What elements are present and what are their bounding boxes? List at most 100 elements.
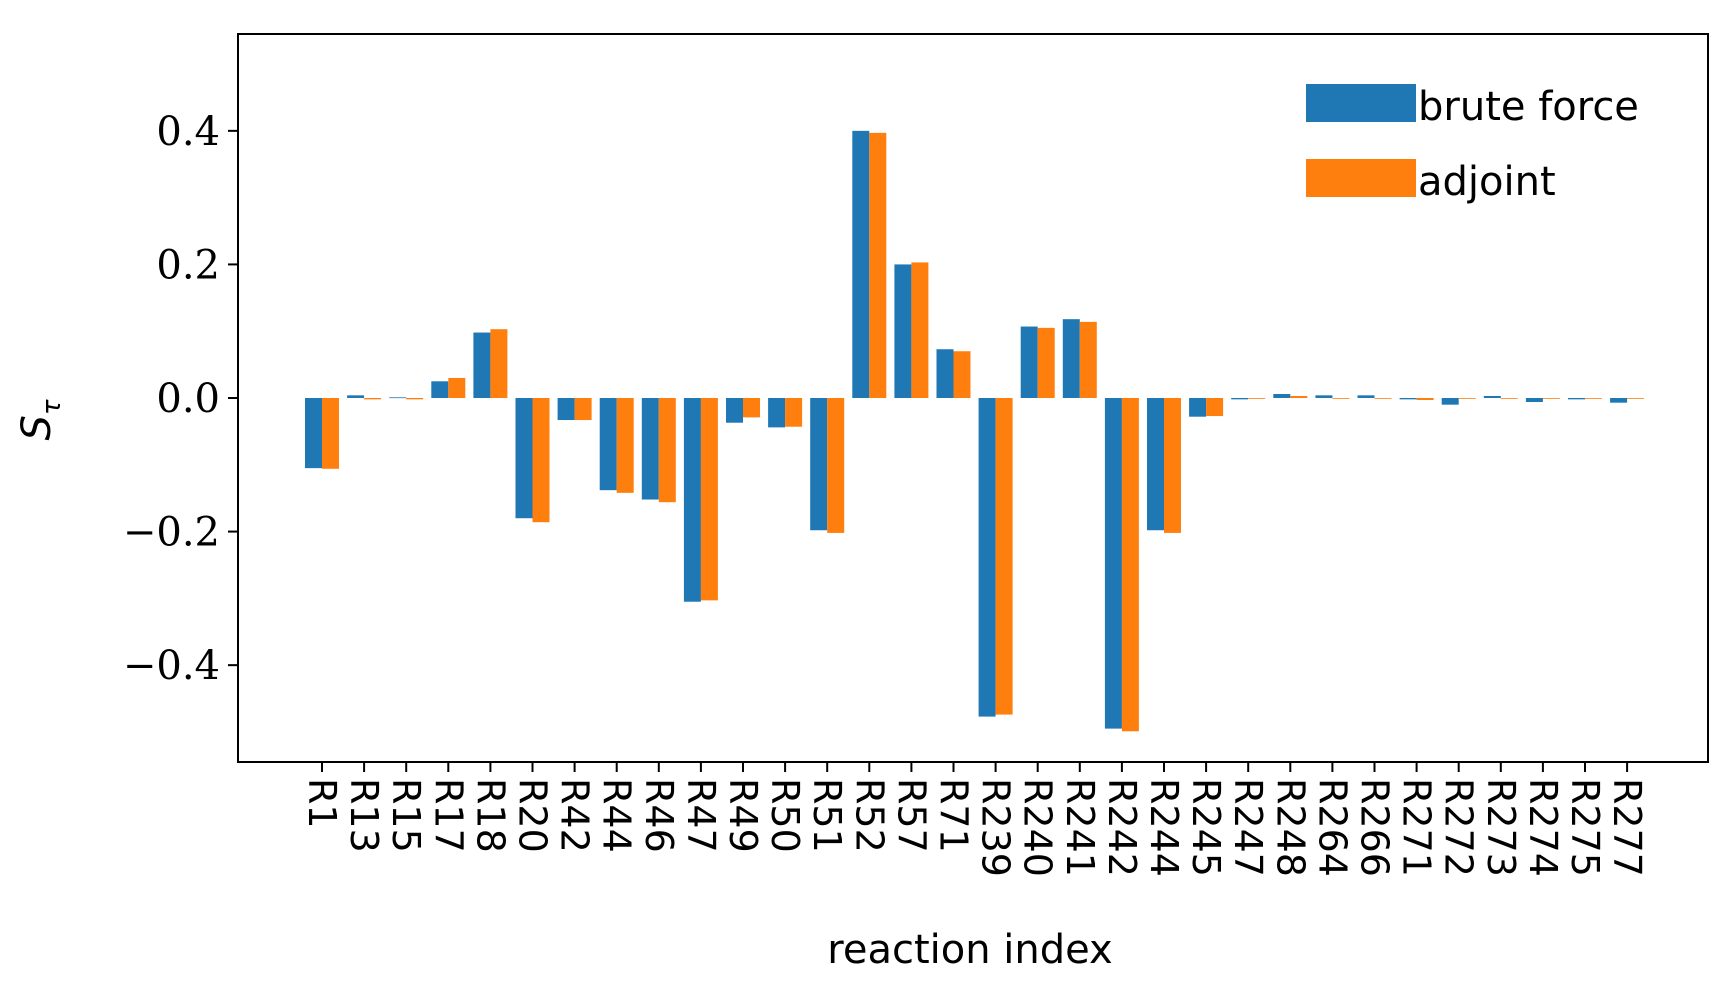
- bar-adjoint-R42: [574, 398, 592, 421]
- bar-adjoint-R242: [1121, 398, 1139, 732]
- bar-adjoint-R13: [364, 398, 382, 400]
- bar-brute-force-R239: [978, 398, 996, 717]
- y-axis: 0.4 0.2 0.0 −0.2 −0.4: [123, 109, 238, 689]
- bar-brute-force-R266: [1357, 395, 1375, 398]
- bar-brute-force-R15: [389, 397, 407, 399]
- x-tick-label-R239: R239: [974, 778, 1018, 877]
- x-tick-label-R266: R266: [1353, 778, 1397, 877]
- bar-adjoint-R245: [1206, 398, 1224, 417]
- bar-adjoint-R271: [1416, 398, 1434, 401]
- bar-brute-force-R271: [1399, 398, 1417, 400]
- bar-adjoint-R18: [490, 329, 508, 398]
- x-tick-label-R20: R20: [511, 778, 555, 853]
- x-tick-label-R44: R44: [595, 778, 639, 853]
- bar-adjoint-R277: [1627, 398, 1645, 399]
- bar-adjoint-R46: [658, 398, 676, 503]
- x-tick-label-R46: R46: [637, 778, 681, 853]
- x-tick-label-R50: R50: [763, 778, 807, 853]
- x-axis-label: reaction index: [827, 927, 1112, 973]
- bar-brute-force-R241: [1062, 319, 1080, 398]
- bar-adjoint-R49: [743, 398, 760, 418]
- y-axis-label: Sτ: [14, 399, 67, 440]
- bar-brute-force-R272: [1441, 398, 1459, 405]
- bar-brute-force-R18: [473, 332, 491, 398]
- legend-swatch-brute-force: [1306, 84, 1416, 122]
- x-tick-label-R242: R242: [1100, 778, 1144, 877]
- x-tick-label-R248: R248: [1268, 778, 1312, 877]
- bar-brute-force-R47: [683, 398, 701, 602]
- bar-brute-force-R20: [515, 398, 533, 519]
- x-tick-label-R18: R18: [468, 778, 512, 853]
- bar-adjoint-R247: [1248, 398, 1266, 399]
- bar-adjoint-R264: [1332, 398, 1350, 399]
- bar-adjoint-R51: [827, 398, 845, 533]
- y-axis-label-main: S: [14, 415, 60, 440]
- bar-brute-force-R49: [726, 398, 743, 423]
- legend-swatch-adjoint: [1306, 159, 1416, 197]
- x-tick-label-R240: R240: [1016, 778, 1060, 877]
- brute-force-bars: [305, 130, 1628, 729]
- bar-adjoint-R241: [1079, 321, 1097, 398]
- bar-brute-force-R1: [305, 398, 322, 469]
- bar-brute-force-R71: [936, 349, 954, 398]
- x-axis: R1R13R15R17R18R20R42R44R46R47R49R50R51R5…: [300, 762, 1649, 877]
- bar-adjoint-R44: [616, 398, 634, 493]
- y-tick-label: −0.4: [123, 643, 220, 689]
- x-tick-label-R275: R275: [1563, 778, 1607, 877]
- bar-adjoint-R20: [532, 398, 550, 523]
- x-tick-label-R42: R42: [553, 778, 597, 853]
- bar-adjoint-R50: [785, 398, 803, 427]
- bar-adjoint-R272: [1458, 398, 1476, 399]
- x-tick-label-R273: R273: [1479, 778, 1523, 877]
- bar-brute-force-R274: [1525, 398, 1543, 403]
- x-tick-label-R264: R264: [1310, 778, 1354, 877]
- x-tick-label-R247: R247: [1226, 778, 1270, 877]
- bar-brute-force-R57: [894, 264, 912, 398]
- bar-adjoint-R275: [1585, 398, 1602, 399]
- adjoint-bars: [322, 132, 1645, 732]
- bar-brute-force-R244: [1147, 398, 1164, 531]
- y-tick-label: 0.0: [156, 376, 220, 422]
- bar-brute-force-R245: [1189, 398, 1207, 417]
- x-tick-label-R51: R51: [805, 778, 849, 853]
- bar-brute-force-R240: [1020, 326, 1038, 398]
- y-tick-label: 0.2: [156, 242, 220, 288]
- bar-adjoint-R17: [448, 377, 466, 398]
- x-tick-label-R245: R245: [1184, 778, 1228, 877]
- bar-adjoint-R52: [869, 132, 887, 398]
- bar-brute-force-R46: [641, 398, 659, 500]
- bar-brute-force-R242: [1104, 398, 1122, 729]
- x-tick-label-R241: R241: [1058, 778, 1102, 877]
- bar-brute-force-R248: [1273, 393, 1291, 398]
- bar-adjoint-R71: [953, 351, 971, 398]
- x-tick-label-R15: R15: [384, 778, 428, 853]
- y-tick-label: −0.2: [123, 510, 220, 556]
- bar-adjoint-R239: [995, 398, 1013, 715]
- x-tick-label-R244: R244: [1142, 778, 1186, 877]
- x-tick-label-R17: R17: [426, 778, 470, 853]
- bar-brute-force-R42: [557, 398, 575, 421]
- bar-adjoint-R1: [322, 398, 339, 469]
- bar-adjoint-R244: [1164, 398, 1181, 533]
- x-tick-label-R272: R272: [1437, 778, 1481, 877]
- bar-brute-force-R247: [1231, 398, 1249, 400]
- bar-brute-force-R275: [1568, 398, 1585, 400]
- bar-adjoint-R15: [406, 398, 424, 400]
- bar-adjoint-R266: [1374, 398, 1392, 399]
- bar-adjoint-R248: [1290, 395, 1308, 398]
- bar-brute-force-R13: [347, 395, 365, 398]
- bar-brute-force-R17: [431, 381, 449, 398]
- bar-adjoint-R274: [1542, 398, 1560, 399]
- x-tick-label-R71: R71: [932, 778, 976, 853]
- bar-brute-force-R50: [768, 398, 786, 428]
- x-tick-label-R49: R49: [721, 778, 765, 853]
- x-tick-label-R271: R271: [1395, 778, 1439, 877]
- bar-brute-force-R277: [1610, 398, 1628, 403]
- x-tick-label-R52: R52: [847, 778, 891, 853]
- x-tick-label-R13: R13: [342, 778, 386, 853]
- bar-brute-force-R44: [599, 398, 617, 491]
- bar-adjoint-R47: [700, 398, 718, 601]
- legend-label-brute-force: brute force: [1418, 84, 1639, 130]
- bar-brute-force-R273: [1483, 395, 1501, 398]
